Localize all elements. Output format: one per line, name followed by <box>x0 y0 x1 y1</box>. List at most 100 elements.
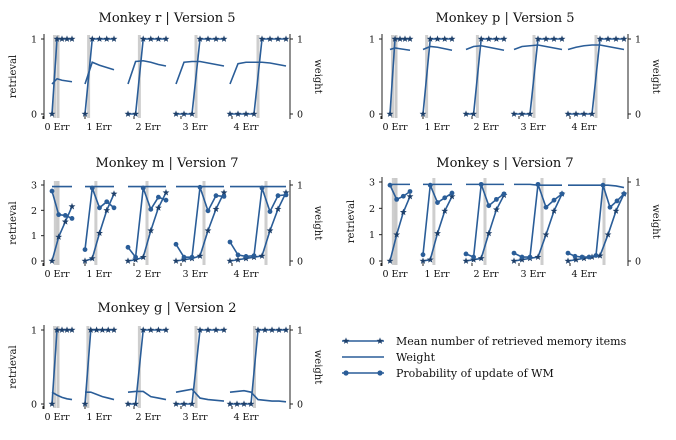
retrieved-point <box>63 35 71 42</box>
retrieved-point <box>147 227 155 234</box>
update-point <box>213 193 219 199</box>
update-point <box>89 185 95 191</box>
legend-label: Weight <box>396 351 436 364</box>
weight-series-line <box>85 391 115 401</box>
retrieved-point <box>110 35 118 42</box>
retrieved-point <box>477 35 485 42</box>
retrieved-point <box>542 231 550 238</box>
y-tick-label: 2 <box>31 206 37 217</box>
update-point <box>69 216 75 221</box>
update-point <box>62 213 68 218</box>
update-point <box>407 189 413 194</box>
retrieved-point <box>550 207 558 214</box>
legend-label: Mean number of retrieved memory items <box>396 335 627 348</box>
retrieved-point <box>401 35 409 42</box>
retrieved-point <box>258 252 266 259</box>
update-point <box>535 181 541 187</box>
panel-title: Monkey r | Version 5 <box>99 11 236 26</box>
update-point <box>463 251 469 257</box>
y-tick-label: 1 <box>369 35 375 46</box>
retrieved-point <box>88 35 96 42</box>
retrieved-point <box>132 110 140 117</box>
retrieved-point <box>526 110 534 117</box>
update-point <box>82 247 88 253</box>
retrieved-point <box>139 253 147 261</box>
y-axis-label: retrieval <box>8 345 19 388</box>
retrieved-point <box>604 231 612 238</box>
retrieved-point <box>220 189 228 196</box>
retrieved-point <box>162 326 170 333</box>
weight-series-line <box>229 389 287 403</box>
retrieved-point <box>477 254 485 262</box>
retrieved-point <box>68 202 76 210</box>
panel-title: Monkey s | Version 7 <box>436 156 573 171</box>
retrieved-series-line <box>513 193 563 262</box>
retrieved-point <box>204 227 212 234</box>
update-point <box>494 196 499 202</box>
update-series-line <box>84 187 115 250</box>
retrieved-point <box>204 35 212 42</box>
weight-series-line <box>465 44 505 52</box>
y2-tick-label: 1 <box>297 35 303 46</box>
retrieved-point <box>162 35 170 42</box>
retrieved-series-line <box>389 196 411 262</box>
legend-star <box>376 337 384 344</box>
retrieved-point <box>172 400 180 407</box>
update-point <box>205 208 211 214</box>
retrieved-point <box>154 204 162 211</box>
retrieved-point <box>139 35 147 42</box>
y2-axis-label: weight <box>650 204 661 239</box>
update-point <box>104 199 110 205</box>
y2-axis-label: weight <box>312 206 323 241</box>
legend-item: Mean number of retrieved memory items <box>342 335 627 348</box>
retrieved-series-line <box>230 329 286 405</box>
weight-series-line <box>127 59 167 85</box>
update-point <box>387 182 393 188</box>
retrieved-point <box>110 190 118 197</box>
retrieved-point <box>98 326 106 333</box>
update-point <box>519 254 525 260</box>
weight-series-line <box>422 45 453 52</box>
y2-tick-label: 0 <box>297 110 303 121</box>
update-point <box>251 253 257 259</box>
update-point <box>449 190 455 196</box>
retrieved-point <box>572 256 580 263</box>
update-point <box>197 184 203 190</box>
retrieved-point <box>470 110 478 117</box>
retrieved-point <box>226 110 234 117</box>
update-point <box>221 194 227 199</box>
y2-tick-label: 0 <box>635 257 641 268</box>
x-tick-label: 0 Err <box>44 122 70 133</box>
retrieved-point <box>233 400 241 407</box>
retrieved-point <box>485 35 493 42</box>
y2-tick-label: 1 <box>297 181 303 192</box>
x-tick-label: 1 Err <box>424 122 450 133</box>
retrieved-point <box>220 35 228 42</box>
retrieved-point <box>96 35 103 42</box>
update-point <box>235 252 241 258</box>
x-tick-label: 3 Err <box>182 122 208 133</box>
retrieved-point <box>275 326 283 333</box>
x-tick-label: 4 Err <box>571 269 597 280</box>
update-point <box>56 212 62 218</box>
retrieved-point <box>96 229 103 237</box>
y2-tick-label: 1 <box>635 178 641 189</box>
retrieved-point <box>274 35 282 42</box>
update-point <box>111 205 117 211</box>
y-tick-label: 0 <box>31 257 37 268</box>
y-tick-label: 0 <box>31 110 37 121</box>
update-point <box>579 254 585 260</box>
retrieved-point <box>234 256 242 263</box>
weight-series-line <box>51 391 73 401</box>
update-point <box>181 254 187 260</box>
retrieved-point <box>196 252 204 259</box>
retrieved-point <box>154 326 162 333</box>
update-point <box>420 252 426 258</box>
retrieved-point <box>147 326 155 333</box>
retrieved-point <box>386 110 394 117</box>
retrieved-series-line <box>128 329 166 405</box>
y2-tick-label: 0 <box>635 110 641 121</box>
retrieved-point <box>391 35 399 42</box>
retrieved-point <box>282 326 290 333</box>
retrieved-point <box>572 110 580 117</box>
